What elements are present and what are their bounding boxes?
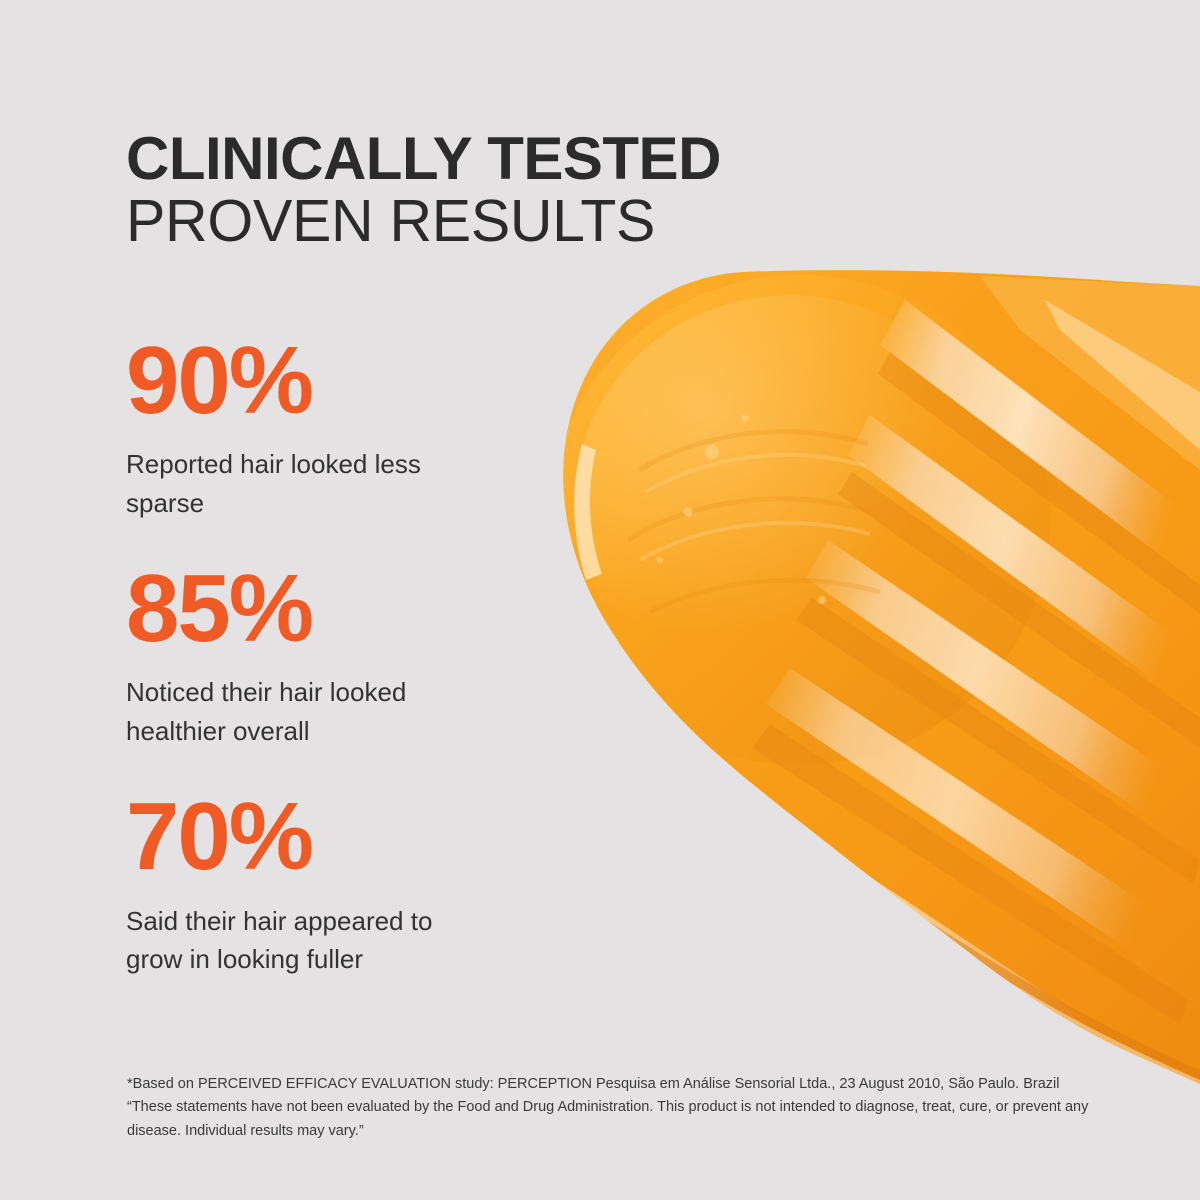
- stat-description-3: Said their hair appeared to grow in look…: [126, 905, 433, 975]
- headline-line-2: PROVEN RESULTS: [126, 188, 656, 255]
- stat-block-1: 90% Reported hair looked less sparse: [126, 327, 556, 522]
- disclaimer-line-2: “These statements have not been evaluate…: [127, 1099, 1089, 1139]
- disclaimer: *Based on PERCEIVED EFFICACY EVALUATION …: [127, 1073, 1117, 1143]
- statistics-list: 90% Reported hair looked less sparse 85%…: [126, 327, 556, 979]
- stat-description-1: Reported hair looked less sparse: [126, 449, 421, 518]
- stat-block-2: 85% Noticed their hair looked healthier …: [126, 555, 556, 750]
- disclaimer-line-1: *Based on PERCEIVED EFFICACY EVALUATION …: [127, 1076, 1060, 1092]
- stat-block-3: 70% Said their hair appeared to grow in …: [126, 783, 556, 978]
- stat-description-2: Noticed their hair looked healthier over…: [126, 677, 407, 746]
- stat-value-3: 70%: [126, 783, 314, 891]
- headline: CLINICALLY TESTED PROVEN RESULTS: [126, 125, 721, 255]
- headline-line-1: CLINICALLY TESTED: [126, 125, 721, 192]
- stat-value-1: 90%: [126, 327, 314, 434]
- stat-value-2: 85%: [126, 555, 314, 663]
